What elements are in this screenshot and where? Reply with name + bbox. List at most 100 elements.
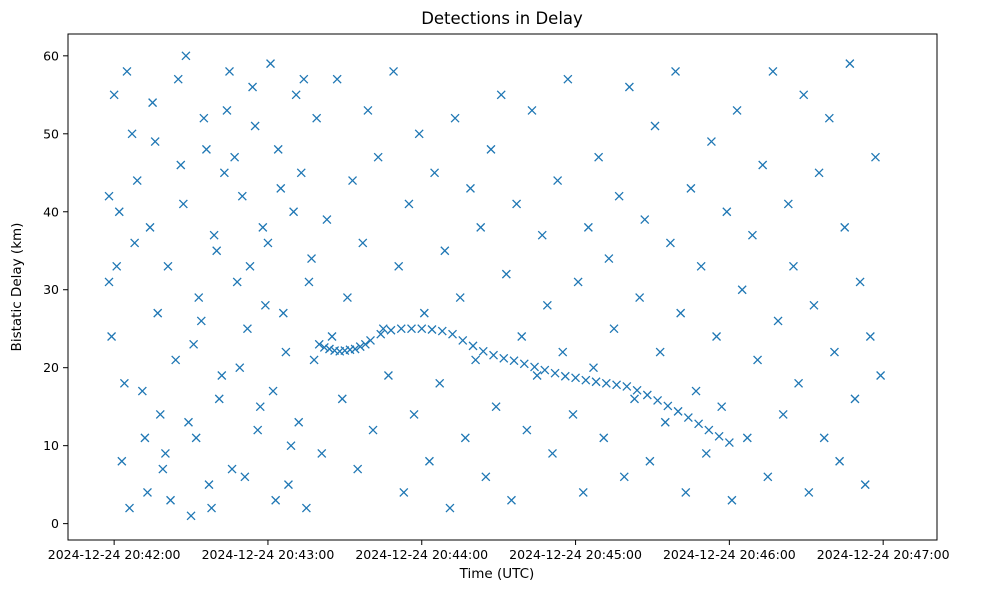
scatter-point xyxy=(663,401,673,411)
scatter-point xyxy=(835,456,845,466)
scatter-point xyxy=(255,402,265,412)
scatter-point xyxy=(448,329,457,339)
scatter-point xyxy=(455,293,465,302)
scatter-point xyxy=(673,406,683,416)
scatter-point xyxy=(681,487,691,497)
scatter-point xyxy=(253,425,263,435)
scatter-point xyxy=(160,448,170,458)
scatter-point xyxy=(304,277,314,287)
scatter-point xyxy=(184,417,193,427)
scatter-point xyxy=(724,438,734,448)
scatter-point xyxy=(394,261,404,271)
scatter-point xyxy=(537,230,547,240)
scatter-point xyxy=(319,342,329,352)
scatter-point xyxy=(517,332,527,341)
scatter-point xyxy=(604,254,614,264)
scatter-point xyxy=(186,511,196,521)
scatter-point xyxy=(471,355,481,365)
scatter-point xyxy=(122,66,132,76)
scatter-point xyxy=(291,90,301,100)
scatter-point xyxy=(201,144,211,154)
scatter-point xyxy=(532,371,542,380)
scatter-point xyxy=(706,137,716,147)
scatter-point xyxy=(140,433,150,443)
scatter-point xyxy=(127,129,137,139)
scatter-point xyxy=(348,176,357,186)
scatter-point xyxy=(450,113,460,123)
scatter-point xyxy=(132,176,142,186)
scatter-point xyxy=(360,339,370,349)
scatter-point xyxy=(196,316,206,326)
scatter-point xyxy=(273,144,283,154)
scatter-point xyxy=(130,238,140,248)
scatter-point xyxy=(486,144,496,154)
scatter-point xyxy=(591,377,601,387)
scatter-point xyxy=(189,339,199,349)
scatter-point xyxy=(143,487,152,497)
scatter-point xyxy=(194,293,204,302)
scatter-point xyxy=(383,371,393,380)
scatter-point xyxy=(240,472,250,482)
scatter-point xyxy=(386,325,396,335)
scatter-point xyxy=(281,347,291,357)
scatter-point xyxy=(809,300,819,310)
scatter-point xyxy=(632,385,642,395)
scatter-point xyxy=(150,137,160,147)
scatter-point xyxy=(489,350,498,360)
scatter-point xyxy=(619,472,629,482)
scatter-point xyxy=(614,191,624,201)
scatter-point xyxy=(283,480,293,490)
scatter-point xyxy=(112,261,122,271)
scatter-point xyxy=(601,378,611,388)
scatter-point xyxy=(742,433,752,443)
scatter-point xyxy=(366,335,375,345)
scatter-point xyxy=(440,246,450,256)
scatter-point xyxy=(199,113,209,123)
scatter-point xyxy=(691,386,701,396)
scatter-point xyxy=(645,456,655,466)
scatter-point xyxy=(117,456,127,466)
scatter-point xyxy=(732,105,742,115)
y-tick-label: 60 xyxy=(43,48,59,63)
scatter-point xyxy=(307,254,316,264)
scatter-point xyxy=(419,308,429,318)
scatter-point xyxy=(507,495,516,505)
scatter-point xyxy=(104,191,114,201)
scatter-point xyxy=(294,417,304,427)
scatter-point xyxy=(109,90,119,100)
y-axis: 0 10 20 30 40 50 60 xyxy=(43,48,68,531)
scatter-point xyxy=(773,316,783,326)
scatter-point xyxy=(166,495,175,505)
scatter-point xyxy=(317,448,327,458)
scatter-point xyxy=(178,199,188,209)
scatter-point xyxy=(799,90,809,100)
scatter-point xyxy=(553,176,563,186)
scatter-point xyxy=(266,59,275,69)
scatter-point xyxy=(609,324,619,334)
scatter-point xyxy=(222,105,232,115)
scatter-point xyxy=(312,113,322,123)
scatter-point xyxy=(704,425,714,435)
x-axis-label: Time (UTC) xyxy=(459,566,535,582)
scatter-point xyxy=(850,394,860,404)
scatter-point xyxy=(686,183,696,193)
scatter-point xyxy=(396,324,406,334)
scatter-point xyxy=(542,300,552,310)
scatter-point xyxy=(389,66,399,76)
scatter-point xyxy=(258,222,268,232)
scatter-point xyxy=(368,425,378,435)
scatter-point xyxy=(171,355,181,365)
scatter-point xyxy=(248,82,258,92)
scatter-point xyxy=(840,222,850,232)
scatter-point xyxy=(337,394,347,404)
scatter-point xyxy=(191,433,201,443)
scatter-point xyxy=(173,74,183,84)
y-tick-label: 0 xyxy=(51,516,59,531)
scatter-point xyxy=(819,433,829,443)
scatter-point xyxy=(573,277,583,287)
scatter-point xyxy=(481,472,491,482)
y-tick-label: 50 xyxy=(43,126,59,141)
scatter-point xyxy=(845,59,855,69)
scatter-point xyxy=(865,332,875,341)
scatter-point xyxy=(499,353,509,363)
